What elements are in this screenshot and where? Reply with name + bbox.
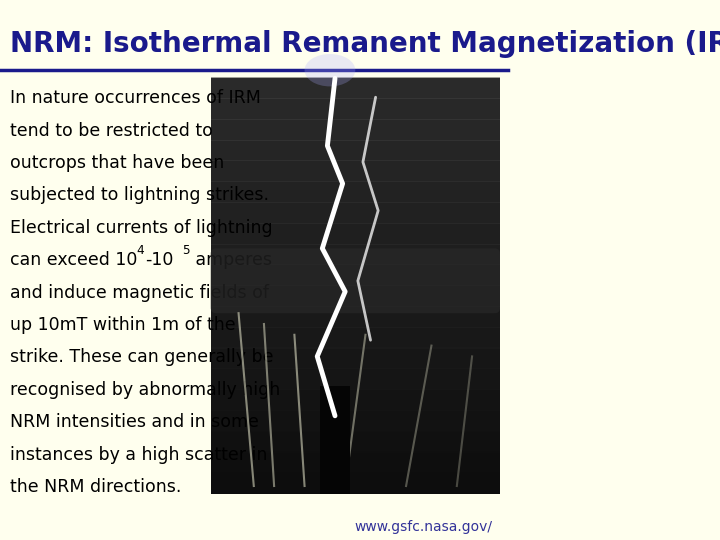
Text: instances by a high scatter in: instances by a high scatter in	[10, 446, 268, 463]
FancyBboxPatch shape	[211, 368, 500, 390]
FancyBboxPatch shape	[320, 386, 350, 494]
Text: NRM: Isothermal Remanent Magnetization (IRM): NRM: Isothermal Remanent Magnetization (…	[10, 30, 720, 58]
FancyBboxPatch shape	[211, 98, 500, 120]
FancyBboxPatch shape	[211, 78, 500, 494]
FancyBboxPatch shape	[211, 244, 500, 266]
Text: www.gsfc.nasa.gov/: www.gsfc.nasa.gov/	[354, 519, 492, 534]
FancyBboxPatch shape	[211, 181, 500, 203]
FancyBboxPatch shape	[211, 285, 500, 307]
Text: can exceed 10: can exceed 10	[10, 251, 138, 269]
FancyBboxPatch shape	[211, 160, 500, 183]
FancyBboxPatch shape	[211, 472, 500, 494]
Text: Electrical currents of lightning: Electrical currents of lightning	[10, 219, 273, 237]
FancyBboxPatch shape	[211, 348, 500, 369]
Text: -10: -10	[145, 251, 173, 269]
FancyBboxPatch shape	[211, 223, 500, 245]
FancyBboxPatch shape	[211, 248, 500, 313]
Text: outcrops that have been: outcrops that have been	[10, 154, 225, 172]
FancyBboxPatch shape	[211, 77, 500, 99]
Text: amperes: amperes	[190, 251, 272, 269]
Text: up 10mT within 1m of the: up 10mT within 1m of the	[10, 316, 235, 334]
Text: NRM intensities and in some: NRM intensities and in some	[10, 413, 259, 431]
FancyBboxPatch shape	[211, 451, 500, 473]
FancyBboxPatch shape	[211, 389, 500, 411]
Text: subjected to lightning strikes.: subjected to lightning strikes.	[10, 186, 269, 204]
FancyBboxPatch shape	[211, 431, 500, 453]
Text: tend to be restricted to: tend to be restricted to	[10, 122, 213, 139]
FancyBboxPatch shape	[211, 327, 500, 349]
Text: and induce magnetic fields of: and induce magnetic fields of	[10, 284, 269, 301]
FancyBboxPatch shape	[211, 410, 500, 432]
Text: In nature occurrences of IRM: In nature occurrences of IRM	[10, 89, 261, 107]
Text: 4: 4	[136, 244, 144, 256]
FancyBboxPatch shape	[211, 140, 500, 161]
Ellipse shape	[305, 54, 355, 86]
FancyBboxPatch shape	[211, 119, 500, 140]
Text: the NRM directions.: the NRM directions.	[10, 478, 181, 496]
Text: recognised by abnormally high: recognised by abnormally high	[10, 381, 280, 399]
Text: strike. These can generally be: strike. These can generally be	[10, 348, 274, 366]
FancyBboxPatch shape	[211, 202, 500, 224]
FancyBboxPatch shape	[211, 306, 500, 328]
Text: 5: 5	[181, 244, 189, 256]
FancyBboxPatch shape	[211, 264, 500, 286]
